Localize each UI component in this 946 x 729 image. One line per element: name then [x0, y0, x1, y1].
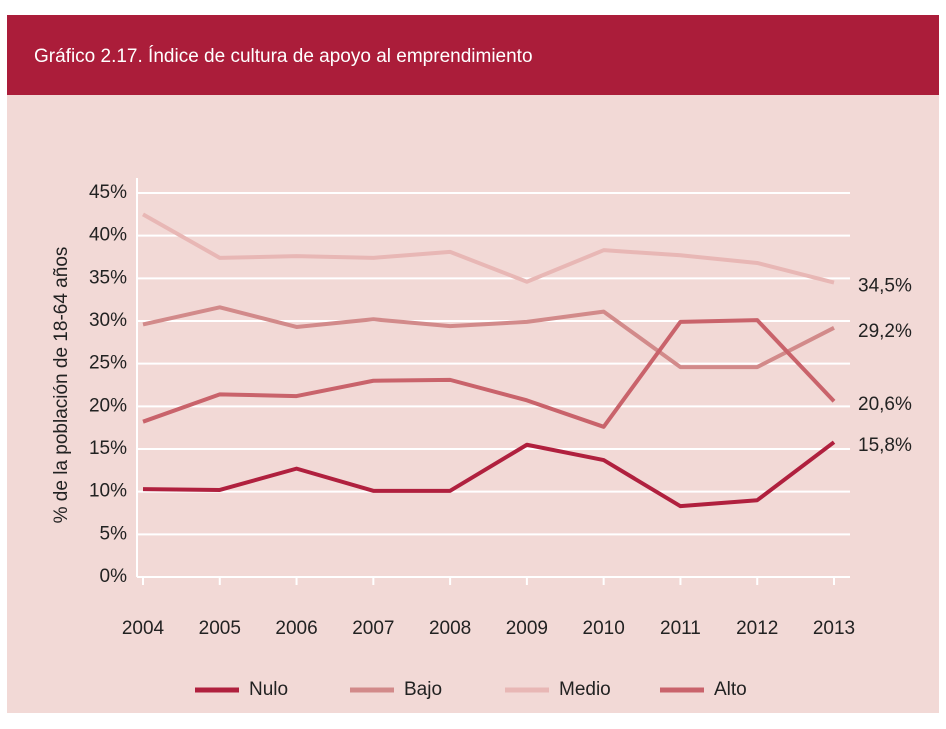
- header: [7, 15, 939, 95]
- y-tick-label: 20%: [89, 395, 127, 416]
- x-tick-label: 2004: [122, 618, 165, 639]
- legend-label: Medio: [559, 679, 611, 700]
- y-tick-label: 45%: [89, 182, 127, 203]
- y-axis-label: % de la población de 18-64 años: [51, 247, 72, 524]
- x-tick-label: 2012: [736, 618, 778, 639]
- y-tick-label: 15%: [89, 438, 127, 459]
- y-tick-label: 5%: [100, 523, 128, 544]
- x-tick-label: 2006: [275, 618, 317, 639]
- series-line: [142, 318, 836, 429]
- series-line: [142, 440, 836, 509]
- x-tick-label: 2010: [583, 618, 625, 639]
- series-line: [142, 212, 835, 285]
- x-tick-label: 2011: [660, 618, 701, 639]
- legend-label: Bajo: [404, 679, 442, 700]
- legend-label: Nulo: [249, 679, 288, 700]
- chart-title: Gráfico 2.17. Índice de cultura de apoyo…: [34, 46, 533, 67]
- y-tick-label: 40%: [89, 225, 127, 246]
- y-tick-label: 30%: [89, 310, 127, 331]
- value-label: 29,2%: [858, 321, 912, 342]
- legend-label: Alto: [714, 679, 747, 700]
- x-tick-label: 2009: [506, 618, 548, 639]
- x-tick-label: 2013: [813, 618, 855, 639]
- y-tick-label: 10%: [89, 481, 127, 502]
- x-tick-label: 2008: [429, 618, 471, 639]
- y-tick-label: 25%: [89, 353, 127, 374]
- x-tick-label: 2005: [199, 618, 241, 639]
- value-label: 20,6%: [858, 394, 912, 415]
- y-tick-label: 35%: [89, 267, 127, 288]
- value-label: 15,8%: [858, 435, 912, 456]
- series-line: [142, 305, 835, 370]
- y-tick-label: 0%: [100, 566, 128, 587]
- value-label: 34,5%: [858, 276, 912, 297]
- x-tick-label: 2007: [352, 618, 394, 639]
